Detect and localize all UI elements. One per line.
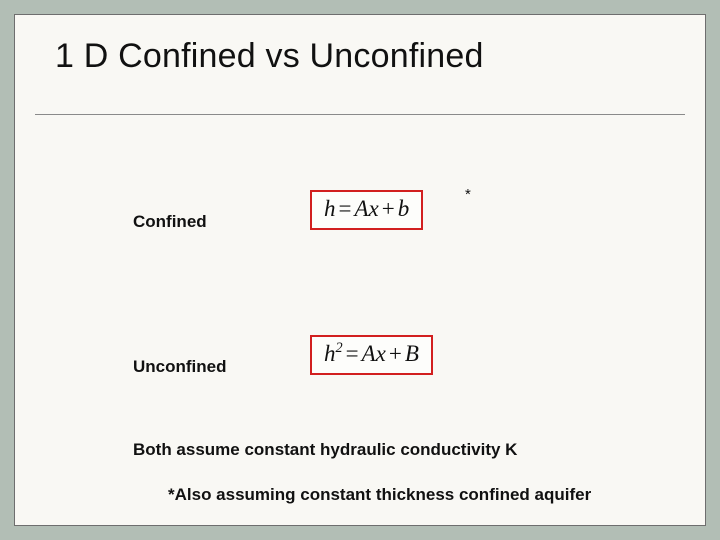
eq-plus: + (386, 341, 405, 366)
eq-rhs-b: b (398, 196, 410, 221)
title-divider (35, 114, 685, 115)
eq-rhs-a: Ax (354, 196, 378, 221)
note-line-2: *Also assuming constant thickness confin… (168, 485, 591, 505)
slide-content: Confined * h=Ax+b Unconfined h2=Ax+B Bot… (15, 135, 705, 525)
equation-confined: h=Ax+b (310, 190, 423, 229)
eq-lhs: h (324, 341, 336, 366)
eq-lhs-sup: 2 (336, 340, 343, 356)
slide-title: 1 D Confined vs Unconfined (55, 37, 665, 76)
eq-rhs-b: B (405, 341, 419, 366)
eq-equals: = (336, 196, 355, 221)
eq-equals: = (343, 341, 362, 366)
label-unconfined: Unconfined (133, 357, 227, 377)
asterisk-mark: * (465, 186, 471, 203)
slide-inner-frame: 1 D Confined vs Unconfined Confined * h=… (14, 14, 706, 526)
eq-lhs: h (324, 196, 336, 221)
equation-unconfined: h2=Ax+B (310, 335, 433, 374)
slide-outer-frame: 1 D Confined vs Unconfined Confined * h=… (0, 0, 720, 540)
eq-rhs-a: Ax (362, 341, 386, 366)
note-line-1: Both assume constant hydraulic conductiv… (133, 440, 517, 460)
eq-plus: + (379, 196, 398, 221)
label-confined: Confined (133, 212, 207, 232)
